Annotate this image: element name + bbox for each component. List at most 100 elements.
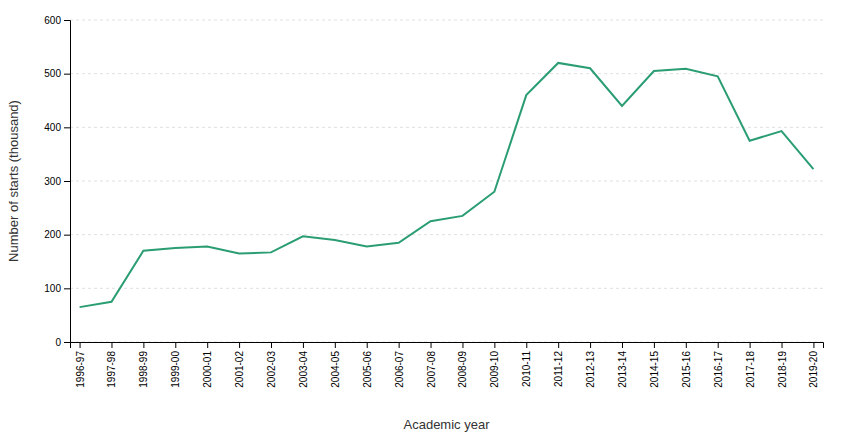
tick-label: 2009-10 bbox=[489, 351, 500, 388]
tick-label: 2010-11 bbox=[521, 351, 532, 387]
tick-mark bbox=[64, 127, 70, 128]
grid bbox=[70, 20, 823, 342]
tick-mark bbox=[239, 342, 240, 348]
tick-mark bbox=[64, 288, 70, 289]
marks bbox=[80, 63, 814, 307]
tick-label: 2002-03 bbox=[266, 351, 277, 388]
grid-line bbox=[70, 234, 823, 235]
tick-label: 2011-12 bbox=[553, 351, 564, 387]
tick: 2012-13 bbox=[585, 342, 596, 388]
tick: 1997-98 bbox=[106, 342, 117, 388]
tick-mark bbox=[64, 74, 70, 75]
y-axis: 0 100 200 300 400 500 600 bbox=[44, 15, 70, 348]
tick-mark bbox=[64, 20, 70, 21]
tick-label: 500 bbox=[44, 68, 61, 79]
grid-line bbox=[70, 20, 823, 21]
tick-mark bbox=[526, 342, 527, 348]
tick: 2019-20 bbox=[808, 342, 819, 388]
tick-mark bbox=[494, 342, 495, 348]
tick-mark bbox=[143, 342, 144, 348]
tick-label: 2016-17 bbox=[713, 351, 724, 388]
tick-mark bbox=[64, 235, 70, 236]
x-axis-title: Academic year bbox=[404, 417, 491, 432]
tick: 2001-02 bbox=[234, 342, 245, 388]
tick: 300 bbox=[44, 176, 70, 187]
tick: 2005-06 bbox=[362, 342, 373, 388]
tick-label: 2014-15 bbox=[649, 351, 660, 388]
line bbox=[80, 63, 814, 307]
tick: 600 bbox=[44, 15, 70, 26]
tick-label: 600 bbox=[44, 15, 61, 26]
tick-mark bbox=[303, 342, 304, 348]
tick-mark bbox=[207, 342, 208, 348]
tick: 2014-15 bbox=[649, 342, 660, 388]
tick-mark bbox=[718, 342, 719, 348]
tick-label: 2006-07 bbox=[394, 351, 405, 388]
tick-mark bbox=[64, 181, 70, 182]
tick-label: 2017-18 bbox=[745, 351, 756, 388]
tick-mark bbox=[813, 342, 814, 348]
tick-mark bbox=[431, 342, 432, 348]
tick: 200 bbox=[44, 229, 70, 240]
tick-mark bbox=[686, 342, 687, 348]
tick: 100 bbox=[44, 283, 70, 294]
tick-mark bbox=[462, 342, 463, 348]
tick-label: 2007-08 bbox=[426, 351, 437, 388]
tick-label: 1999-00 bbox=[170, 351, 181, 388]
plot-area: 01002003004005006001996-971997-981998-99… bbox=[44, 15, 823, 388]
tick-label: 2018-19 bbox=[777, 351, 788, 388]
tick-label: 1998-99 bbox=[138, 351, 149, 388]
tick-mark bbox=[782, 342, 783, 348]
tick-mark bbox=[558, 342, 559, 348]
tick-label: 2003-04 bbox=[298, 351, 309, 388]
tick-label: 2008-09 bbox=[457, 351, 468, 388]
tick-label: 300 bbox=[44, 176, 61, 187]
tick-mark bbox=[175, 342, 176, 348]
tick: 1998-99 bbox=[138, 342, 149, 388]
tick: 2015-16 bbox=[681, 342, 692, 388]
tick: 2000-01 bbox=[202, 342, 213, 388]
chart: 01002003004005006001996-971997-981998-99… bbox=[0, 0, 848, 437]
tick-mark bbox=[654, 342, 655, 348]
tick-label: 2001-02 bbox=[234, 351, 245, 388]
tick: 400 bbox=[44, 122, 70, 133]
x-axis: 1996-971997-981998-991999-002000-012001-… bbox=[71, 342, 824, 388]
tick-mark bbox=[750, 342, 751, 348]
tick: 2017-18 bbox=[745, 342, 756, 388]
tick: 0 bbox=[55, 337, 70, 348]
tick-label: 2019-20 bbox=[808, 351, 819, 388]
tick-label: 2004-05 bbox=[330, 351, 341, 388]
tick-mark bbox=[335, 342, 336, 348]
tick: 2009-10 bbox=[489, 342, 500, 388]
tick: 2013-14 bbox=[617, 342, 628, 388]
tick-label: 2013-14 bbox=[617, 351, 628, 388]
tick-mark bbox=[590, 342, 591, 348]
tick: 2006-07 bbox=[394, 342, 405, 388]
grid-line bbox=[70, 127, 823, 128]
tick-label: 1997-98 bbox=[106, 351, 117, 388]
tick-mark bbox=[64, 342, 70, 343]
axis-line bbox=[71, 343, 824, 349]
tick: 2003-04 bbox=[298, 342, 309, 388]
tick: 2002-03 bbox=[266, 342, 277, 388]
tick-label: 2005-06 bbox=[362, 351, 373, 388]
tick-mark bbox=[271, 342, 272, 348]
tick-label: 400 bbox=[44, 122, 61, 133]
tick: 2008-09 bbox=[457, 342, 468, 388]
tick: 2007-08 bbox=[426, 342, 437, 388]
tick: 2016-17 bbox=[713, 342, 724, 388]
tick-label: 2015-16 bbox=[681, 351, 692, 388]
grid-line bbox=[70, 288, 823, 289]
grid-line bbox=[70, 181, 823, 182]
y-axis-title: Number of starts (thousand) bbox=[6, 100, 21, 262]
tick-label: 200 bbox=[44, 229, 61, 240]
axis-line bbox=[64, 21, 71, 343]
tick-label: 0 bbox=[55, 337, 61, 348]
tick: 1999-00 bbox=[170, 342, 181, 388]
tick: 2018-19 bbox=[777, 342, 788, 388]
tick-mark bbox=[111, 342, 112, 348]
tick: 2011-12 bbox=[553, 342, 564, 387]
tick-mark bbox=[80, 342, 81, 348]
tick-mark bbox=[399, 342, 400, 348]
tick-label: 2012-13 bbox=[585, 351, 596, 388]
